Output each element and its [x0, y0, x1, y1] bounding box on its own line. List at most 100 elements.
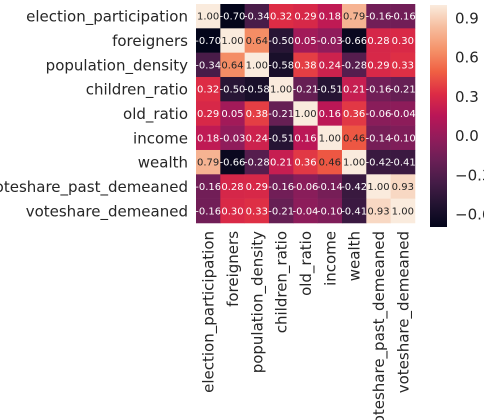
heatmap-cell — [293, 149, 318, 175]
heatmap-cell — [341, 76, 367, 102]
heatmap-cell — [220, 52, 245, 78]
heatmap-cell — [196, 4, 221, 29]
heatmap-cell — [220, 198, 245, 224]
x-axis-tick-label: income — [321, 231, 339, 286]
heatmap-cell — [317, 4, 343, 29]
heatmap-cell-value-label: -0.41 — [341, 206, 367, 217]
heatmap-cell-value-label: 0.29 — [367, 60, 389, 71]
heatmap-cell — [244, 76, 270, 102]
heatmap-cell-value-label: -0.28 — [244, 158, 270, 169]
heatmap-cell-value-label: 0.64 — [221, 60, 243, 71]
heatmap-cell — [220, 76, 245, 102]
heatmap-grid: 1.00 -0.70-0.34 0.32 0.29 0.18 0.79 -0.16-0.16… — [195, 4, 416, 224]
heatmap-cell — [244, 125, 270, 151]
heatmap-cell — [293, 101, 318, 126]
heatmap-cell-value-label: 0.30 — [221, 206, 243, 217]
heatmap-cell — [268, 76, 294, 102]
y-axis-tick-label: voteshare_past_demeaned — [0, 178, 188, 197]
x-axis-tick-label: children_ratio — [273, 231, 292, 333]
heatmap-cell-value-label: -0.16 — [268, 182, 294, 193]
heatmap-cell-value-label: -0.14 — [317, 182, 343, 193]
heatmap-cell-value-label: -0.21 — [293, 85, 319, 96]
heatmap-cell-value-label: -0.51 — [268, 133, 294, 144]
heatmap-cell — [293, 125, 318, 151]
heatmap-cell — [244, 4, 270, 29]
heatmap-cell-value-label: 0.36 — [343, 109, 365, 120]
heatmap-cell-value-label: 1.00 — [221, 36, 243, 47]
heatmap-cell — [390, 52, 416, 78]
heatmap-cell-value-label: -0.34 — [244, 12, 270, 23]
y-axis-tick-label: old_ratio — [123, 105, 188, 124]
heatmap-cell — [341, 125, 367, 151]
heatmap-cell-value-label: 0.32 — [270, 12, 292, 23]
heatmap-cell — [220, 4, 245, 29]
heatmap-cell-value-label: 0.28 — [367, 36, 389, 47]
heatmap-cell — [220, 125, 245, 151]
y-axis-tick-label: population_density — [46, 56, 188, 75]
heatmap-cell — [341, 52, 367, 78]
x-axis-tick-label: voteshare_demeaned — [394, 231, 413, 393]
heatmap-cell-value-label: -0.16 — [390, 12, 416, 23]
heatmap-cell-value-label: 0.30 — [392, 36, 414, 47]
y-axis-tick-label: children_ratio — [86, 81, 188, 100]
heatmap-cell — [293, 28, 318, 53]
heatmap-cell — [196, 174, 221, 199]
x-axis-tick-label: wealth — [346, 231, 364, 281]
heatmap-cell — [390, 4, 416, 29]
heatmap-cell-value-label: -0.66 — [220, 158, 246, 169]
heatmap-cell-value-label: 0.21 — [270, 158, 292, 169]
heatmap-cell — [341, 198, 367, 224]
heatmap-cell — [366, 28, 391, 53]
heatmap-cell — [244, 149, 270, 175]
heatmap-cell — [366, 174, 391, 199]
heatmap-cell-value-label: -0.16 — [195, 206, 221, 217]
heatmap-cell — [244, 52, 270, 78]
heatmap-cell — [268, 28, 294, 53]
heatmap-cell-value-label: 1.00 — [197, 12, 219, 23]
heatmap-cell-value-label: -0.21 — [268, 109, 294, 120]
heatmap-cell — [366, 52, 391, 78]
y-axis-tick-label: election_participation — [26, 8, 188, 27]
heatmap-cell-value-label: -0.50 — [268, 36, 294, 47]
heatmap-cell-value-label: 1.00 — [270, 85, 292, 96]
heatmap-cell — [196, 76, 221, 102]
heatmap-cell-value-label: 0.93 — [367, 206, 389, 217]
heatmap-cell-value-label: -0.21 — [268, 206, 294, 217]
heatmap-cell — [317, 52, 343, 78]
heatmap-cell — [317, 28, 343, 53]
heatmap-cell — [293, 52, 318, 78]
heatmap-cell-value-label: -0.16 — [366, 85, 392, 96]
heatmap-cell-value-label: 0.18 — [197, 133, 219, 144]
heatmap-cell-value-label: 0.64 — [246, 36, 268, 47]
heatmap-cell-value-label: -0.21 — [390, 85, 416, 96]
heatmap-cell-value-label: 0.29 — [246, 182, 268, 193]
heatmap-cell-value-label: -0.51 — [317, 85, 343, 96]
heatmap-cell-value-label: -0.66 — [341, 36, 367, 47]
x-axis-tick-label: old_ratio — [297, 231, 316, 296]
heatmap-cell-value-label: -0.41 — [390, 158, 416, 169]
heatmap-cell — [341, 149, 367, 175]
heatmap-cell — [390, 28, 416, 53]
colorbar-gradient — [430, 5, 447, 227]
heatmap-cell — [244, 198, 270, 224]
y-axis-tick-label: voteshare_demeaned — [26, 202, 188, 221]
heatmap-cell-value-label: -0.42 — [366, 158, 392, 169]
y-axis-tick-label: income — [133, 129, 188, 147]
heatmap-cell — [390, 76, 416, 102]
heatmap-cell — [341, 174, 367, 199]
heatmap-cell-value-label: 0.46 — [319, 158, 341, 169]
heatmap-cell — [317, 198, 343, 224]
heatmap-cell — [220, 174, 245, 199]
heatmap-cell — [244, 101, 270, 126]
y-axis-tick-label: foreigners — [112, 32, 188, 50]
colorbar-tick-label: 0.6 — [455, 49, 479, 67]
heatmap-cell — [366, 125, 391, 151]
heatmap-cell-value-label: -0.16 — [366, 12, 392, 23]
heatmap-cell-value-label: -0.34 — [195, 60, 221, 71]
x-axis-tick-label: population_density — [248, 231, 267, 373]
heatmap-cell-value-label: 0.33 — [246, 206, 268, 217]
heatmap-cell — [268, 149, 294, 175]
heatmap-cell — [244, 174, 270, 199]
heatmap-cell — [268, 198, 294, 224]
